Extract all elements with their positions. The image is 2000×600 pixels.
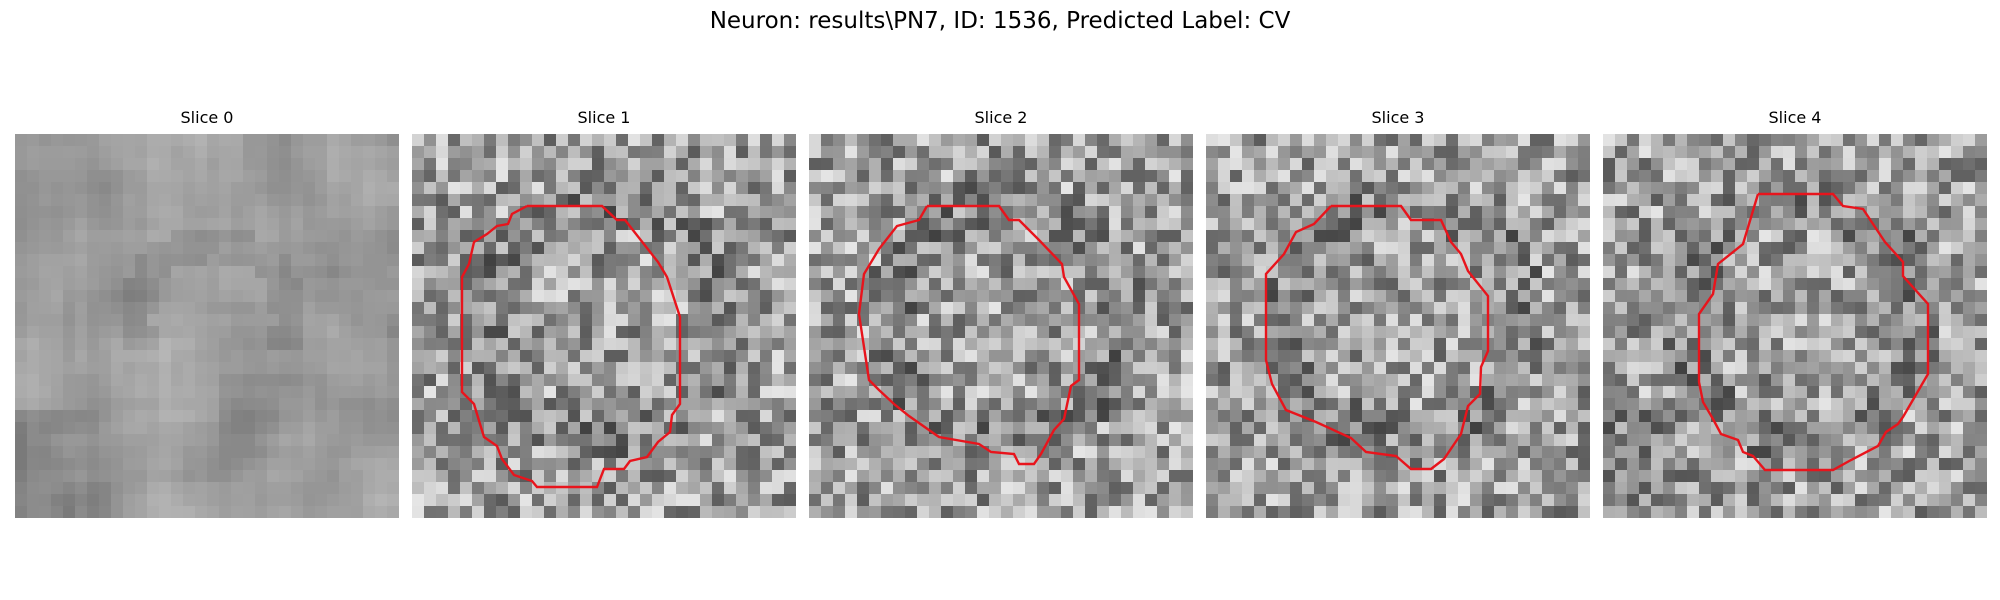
panel-title: Slice 1 bbox=[577, 108, 631, 127]
red-contour bbox=[1264, 204, 1490, 471]
panel-slice-1: Slice 1 bbox=[412, 108, 796, 518]
panel-slice-4: Slice 4 bbox=[1603, 108, 1987, 518]
panel-title: Slice 2 bbox=[974, 108, 1028, 127]
panel-title: Slice 0 bbox=[180, 108, 234, 127]
red-contour bbox=[1697, 192, 1930, 472]
panel-slice-2: Slice 2 bbox=[809, 108, 1193, 518]
panel-slice-0: Slice 0 bbox=[15, 108, 399, 518]
contour-overlay bbox=[1697, 192, 1930, 472]
slice-image bbox=[809, 134, 1193, 518]
contour-overlay bbox=[857, 204, 1081, 466]
red-contour bbox=[857, 204, 1081, 466]
red-contour bbox=[460, 204, 682, 489]
panel-title: Slice 4 bbox=[1768, 108, 1822, 127]
contour-overlay bbox=[460, 204, 682, 489]
grayscale-slice-canvas bbox=[15, 134, 399, 518]
grayscale-slice-canvas bbox=[1206, 134, 1590, 518]
grayscale-slice-canvas bbox=[412, 134, 796, 518]
slice-image bbox=[412, 134, 796, 518]
panel-title: Slice 3 bbox=[1371, 108, 1425, 127]
slice-image bbox=[15, 134, 399, 518]
slice-image bbox=[1603, 134, 1987, 518]
panel-slice-3: Slice 3 bbox=[1206, 108, 1590, 518]
slice-image bbox=[1206, 134, 1590, 518]
figure-title: Neuron: results\PN7, ID: 1536, Predicted… bbox=[709, 8, 1291, 34]
grayscale-slice-canvas bbox=[1603, 134, 1987, 518]
contour-overlay bbox=[1264, 204, 1490, 471]
